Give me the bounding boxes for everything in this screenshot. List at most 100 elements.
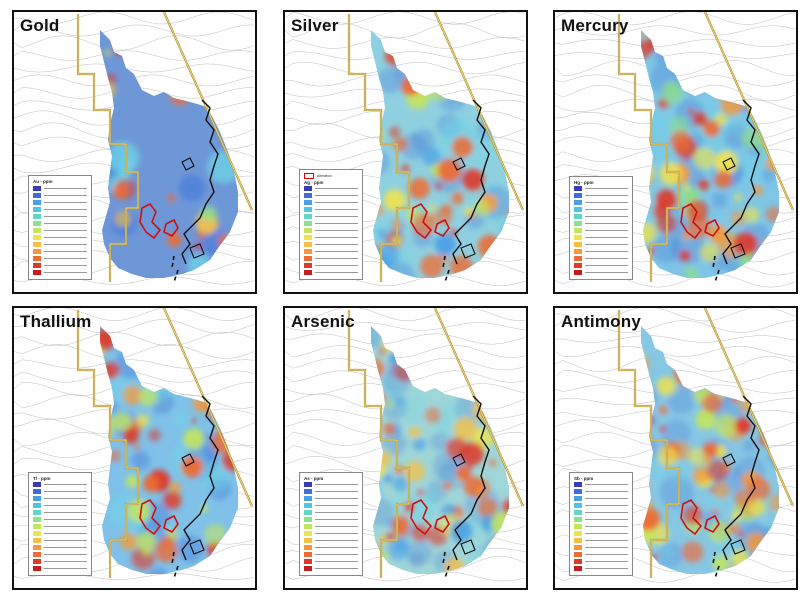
legend-row [33, 185, 87, 192]
legend-row [574, 185, 628, 192]
legend-value-text [585, 484, 628, 485]
legend-value-text [585, 202, 628, 203]
legend-value-text [585, 237, 628, 238]
legend-value-text [585, 265, 628, 266]
legend-swatch [574, 200, 582, 205]
thallium-anomaly-map [14, 308, 255, 580]
legend-swatch [574, 235, 582, 240]
map-panel-gold: Gold Au - ppm [12, 10, 257, 294]
legend-row [33, 481, 87, 488]
legend-value-text [315, 526, 358, 527]
legend-row [574, 192, 628, 199]
legend-row [574, 262, 628, 269]
legend-value-text [315, 251, 358, 252]
legend-row [304, 227, 358, 234]
legend-row [304, 509, 358, 516]
alteration-outline [680, 202, 720, 240]
legend-swatch [33, 200, 41, 205]
legend-color-scale [574, 185, 628, 276]
legend-row [33, 565, 87, 572]
legend-value-text [585, 258, 628, 259]
legend-swatch [574, 221, 582, 226]
legend-value-text [44, 223, 87, 224]
panel-title: Gold [20, 16, 60, 35]
alteration-outline [139, 498, 179, 536]
legend-value-text [315, 202, 358, 203]
legend-value-text [44, 491, 87, 492]
gold-anomaly-map [14, 12, 255, 285]
legend-row [33, 262, 87, 269]
legend-value-text [44, 540, 87, 541]
legend-swatch [304, 235, 312, 240]
legend-value-text [585, 533, 628, 534]
legend-swatch [574, 256, 582, 261]
legend-row [33, 551, 87, 558]
legend-row [33, 488, 87, 495]
structure-trace-line [452, 395, 490, 561]
legend-swatch [33, 235, 41, 240]
legend-swatch [33, 186, 41, 191]
legend-title: Tl - ppm [33, 476, 51, 481]
legend-swatch [33, 531, 41, 536]
legend-row [304, 185, 358, 192]
legend-swatch [574, 517, 582, 522]
legend-swatch [574, 263, 582, 268]
legend-row [33, 213, 87, 220]
legend-row [304, 206, 358, 213]
legend-row [574, 551, 628, 558]
legend-value-text [44, 258, 87, 259]
legend-swatch [33, 193, 41, 198]
legend-value-text [44, 251, 87, 252]
legend-row [33, 255, 87, 262]
legend-value-text [44, 554, 87, 555]
legend-value-text [315, 484, 358, 485]
legend-row [33, 537, 87, 544]
legend-swatch [33, 496, 41, 501]
legend-swatch [304, 524, 312, 529]
legend-swatch [33, 517, 41, 522]
legend-row [574, 199, 628, 206]
legend-swatch [33, 242, 41, 247]
legend-value-text [585, 230, 628, 231]
legend-swatch [574, 496, 582, 501]
legend-value-text [585, 251, 628, 252]
legend-row [304, 551, 358, 558]
legend-row [33, 248, 87, 255]
legend-swatch [33, 559, 41, 564]
legend-swatch [304, 489, 312, 494]
map-legend: Tl - ppm [28, 472, 92, 576]
legend-row [33, 269, 87, 276]
legend-swatch [304, 510, 312, 515]
legend-value-text [315, 188, 358, 189]
legend-swatch [33, 263, 41, 268]
legend-color-scale [304, 481, 358, 572]
legend-value-text [44, 561, 87, 562]
legend-swatch [304, 242, 312, 247]
legend-swatch [33, 221, 41, 226]
legend-row [304, 199, 358, 206]
legend-row [304, 255, 358, 262]
legend-swatch [33, 566, 41, 571]
legend-swatch [304, 531, 312, 536]
legend-row [574, 544, 628, 551]
legend-value-text [44, 519, 87, 520]
legend-row [574, 516, 628, 523]
legend-row [574, 213, 628, 220]
legend-row [574, 523, 628, 530]
legend-swatch [574, 503, 582, 508]
legend-value-text [44, 526, 87, 527]
legend-row [574, 488, 628, 495]
legend-row [304, 516, 358, 523]
legend-swatch [304, 552, 312, 557]
legend-swatch [304, 270, 312, 275]
legend-value-text [44, 533, 87, 534]
map-panel-mercury: Mercury Hg - ppm [553, 10, 798, 294]
legend-row [33, 199, 87, 206]
legend-swatch [304, 207, 312, 212]
legend-row [574, 502, 628, 509]
legend-swatch [574, 552, 582, 557]
legend-row [574, 481, 628, 488]
panel-title: Mercury [561, 16, 629, 35]
legend-row [304, 220, 358, 227]
legend-row [574, 565, 628, 572]
